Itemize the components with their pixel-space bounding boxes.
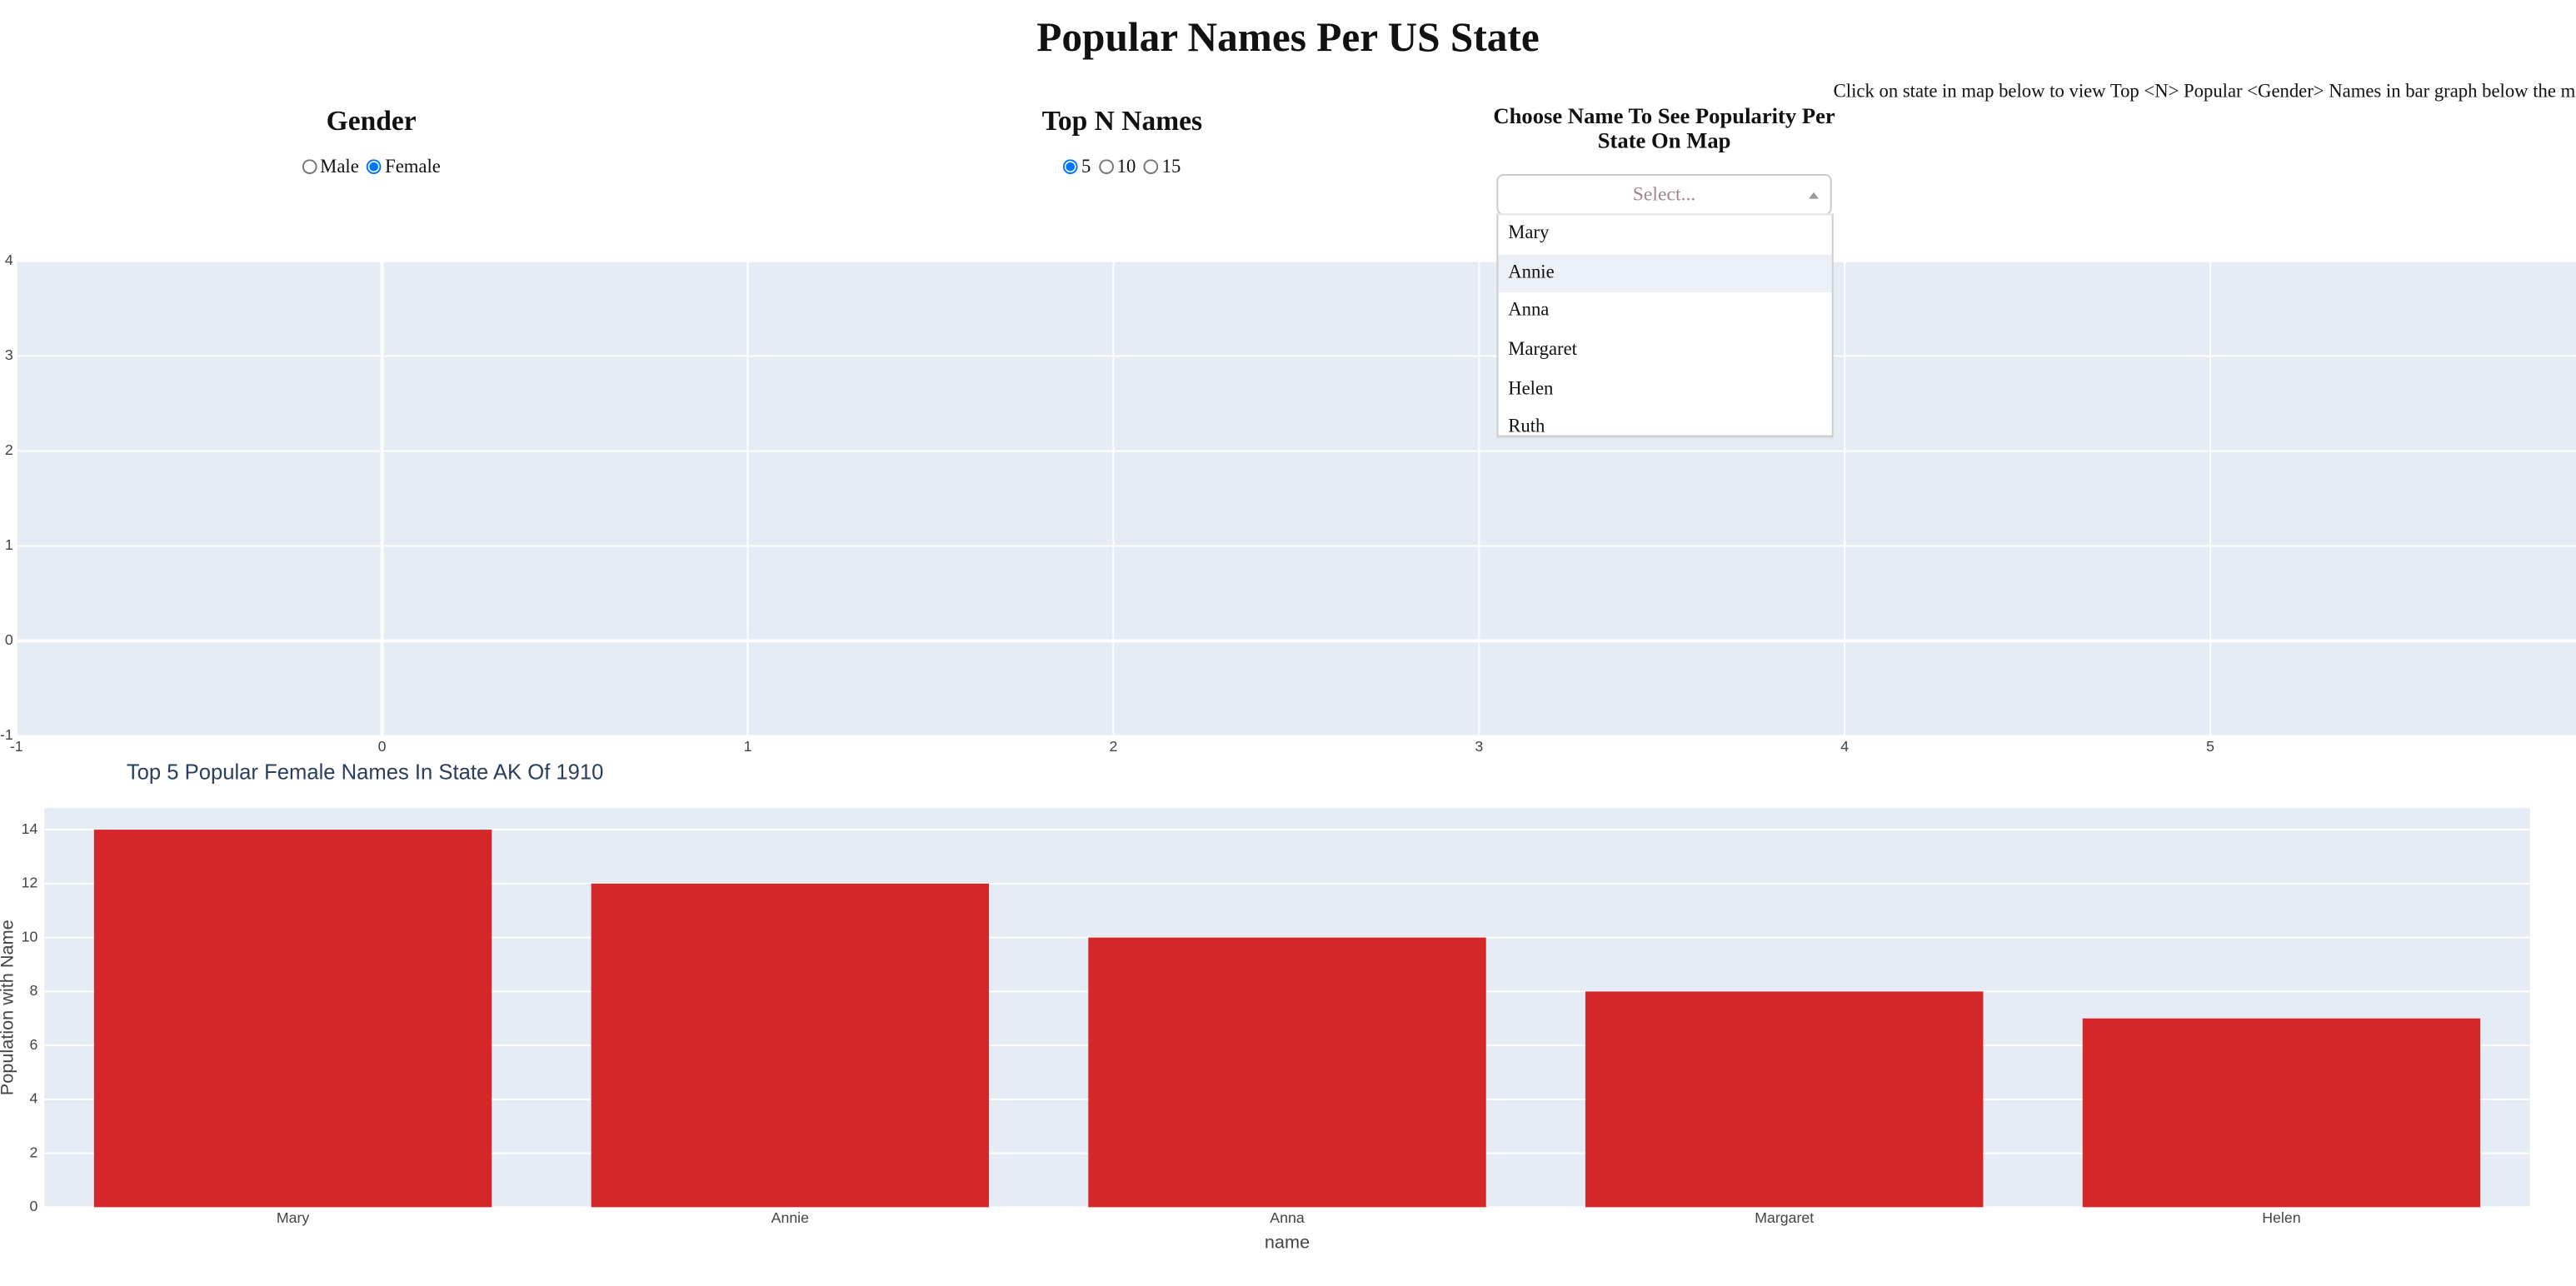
dropdown-option[interactable]: Mary [1508, 223, 1550, 243]
x-tick-label: Anna [1270, 1209, 1305, 1226]
x-tick-label: 5 [2206, 738, 2214, 755]
y-tick-label: -1 [0, 726, 13, 743]
radio-label[interactable]: 15 [1161, 157, 1181, 177]
radio-group: Male Female [0, 157, 742, 177]
y-tick-label: 1 [5, 536, 13, 553]
y-tick-label: 3 [5, 346, 13, 363]
placeholder: Select... [1632, 182, 1696, 206]
top-n-control: Top N Names 5 10 15 [747, 105, 1496, 177]
dropdown-menu: Mary Annie Anna Margaret Helen Ruth [1496, 213, 1834, 437]
gender-control: Gender Male Female [0, 105, 742, 177]
radio-label[interactable]: Male [320, 157, 359, 177]
instructions: Click on state in map below to view Top … [1833, 82, 2576, 102]
radio-button[interactable] [1143, 159, 1159, 175]
control-label: Choose Name To See Popularity Per State … [1493, 103, 1835, 153]
dropdown-option[interactable]: Margaret [1508, 340, 1577, 360]
bar [2082, 1018, 2481, 1208]
page-title: Popular Names Per US State [1036, 16, 1540, 61]
x-tick-label: 4 [1840, 738, 1849, 755]
x-tick-label: 2 [1109, 738, 1117, 755]
radio-button[interactable] [302, 159, 317, 175]
y-axis-label: Population with Name [0, 920, 17, 1095]
y-tick-label: 6 [29, 1036, 37, 1053]
control-label: Top N Names [1041, 105, 1203, 137]
x-tick-label: Mary [277, 1209, 310, 1226]
bar [1088, 937, 1486, 1208]
bar [1585, 991, 1984, 1208]
radio-label[interactable]: Female [385, 157, 441, 177]
radio-label[interactable]: 10 [1116, 157, 1136, 177]
y-tick-label: 2 [5, 441, 13, 458]
x-tick-label: 3 [1475, 738, 1483, 755]
x-axis-label: name [1265, 1231, 1310, 1252]
dropdown-option[interactable]: Anna [1508, 301, 1550, 322]
dropdown-option[interactable]: Ruth [1508, 417, 1545, 437]
y-tick-label: 4 [5, 252, 13, 268]
y-tick-label: 14 [22, 820, 38, 837]
y-tick-label: 4 [29, 1090, 37, 1107]
radio-button[interactable] [367, 159, 382, 175]
x-tick-label: -1 [10, 738, 23, 755]
radio-label[interactable]: 5 [1081, 157, 1091, 177]
x-tick-label: Helen [2262, 1209, 2300, 1226]
radio-button[interactable] [1098, 159, 1114, 175]
y-tick-label: 2 [29, 1144, 37, 1160]
radio-group: 5 10 15 [747, 157, 1496, 177]
y-tick-label: 0 [5, 631, 13, 648]
bar [93, 830, 492, 1208]
control-label: Gender [326, 105, 417, 137]
y-tick-label: 0 [29, 1198, 37, 1214]
x-tick-label: Margaret [1755, 1209, 1814, 1226]
x-tick-label: 1 [744, 738, 752, 755]
dropdown-option[interactable]: Helen [1508, 379, 1554, 399]
caret [1809, 192, 1819, 199]
x-tick-label: 0 [378, 738, 387, 755]
bar [591, 883, 989, 1208]
header: Popular Names Per US State [0, 17, 2576, 62]
name-dropdown[interactable]: Select... [1496, 174, 1832, 216]
y-tick-label: 8 [29, 982, 37, 999]
y-tick-label: 10 [22, 928, 38, 945]
chart-title: Top 5 Popular Female Names In State AK O… [127, 761, 604, 785]
radio-button[interactable] [1063, 159, 1079, 175]
dropdown-option[interactable]: Annie [1498, 254, 1832, 293]
plot-background [16, 261, 2576, 736]
y-tick-label: 12 [22, 875, 38, 891]
x-tick-label: Annie [771, 1209, 809, 1226]
